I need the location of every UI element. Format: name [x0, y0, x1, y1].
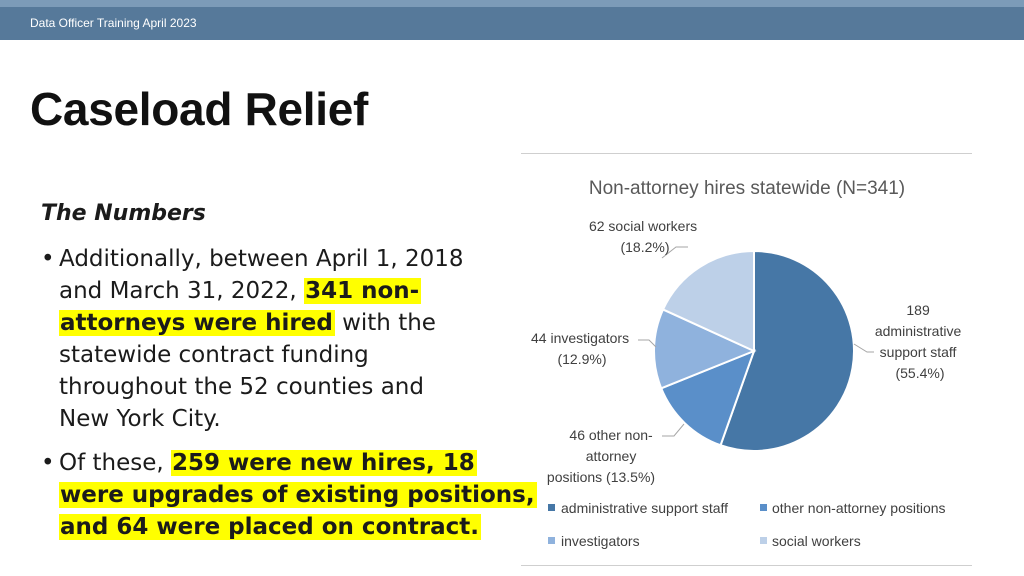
pie-slice-administrative [719, 249, 855, 452]
slide-title: Caseload Relief [30, 83, 369, 135]
bullet-2-line-1: Of these, 259 were new hires, 18 [59, 447, 477, 479]
bullet-1-text: and March 31, 2022, [59, 278, 305, 304]
data-label-line: 62 social workers [589, 218, 697, 234]
section-heading: The Numbers [41, 201, 206, 226]
pie-chart-panel: Non-attorney hires statewide (N=341) 189… [521, 153, 972, 566]
data-label-line: administrative [875, 323, 962, 339]
legend-swatch-social-workers [760, 537, 767, 544]
header-text: Data Officer Training April 2023 [30, 16, 197, 30]
highlight-upgrades: were upgrades of existing positions, [59, 482, 537, 508]
bullet-2-line-3: and 64 were placed on contract. [59, 511, 481, 543]
leader-line-administrative [853, 343, 874, 353]
pie-slice-other-non-attorney [659, 349, 756, 447]
data-label-line: 44 investigators [531, 330, 629, 346]
pie-slices [653, 249, 855, 452]
leader-line-investigators [638, 339, 657, 348]
leader-lines [638, 246, 874, 437]
chart-legend: administrative support staff other non-a… [548, 500, 946, 549]
legend-label-other-non-attorney: other non-attorney positions [772, 500, 946, 516]
leader-line-other-non-attorney [662, 423, 685, 437]
legend-swatch-other-non-attorney [760, 504, 767, 511]
legend-swatch-investigators [548, 537, 555, 544]
header-bar: Data Officer Training April 2023 [0, 7, 1024, 40]
bullet-2: • Of these, 259 were new hires, 18 were … [41, 447, 537, 547]
bullet-1-line-6: New York City. [59, 406, 221, 432]
data-label-administrative: 189 administrative support staff (55.4%) [875, 302, 965, 381]
data-label-investigators: 44 investigators (12.9%) [531, 330, 633, 367]
legend-label-social-workers: social workers [772, 533, 861, 549]
data-labels: 189 administrative support staff (55.4%)… [531, 218, 965, 485]
bullet-2-marker: • [41, 450, 55, 476]
bullet-1: • Additionally, between April 1, 2018 an… [41, 243, 511, 439]
bullet-1-marker: • [41, 246, 55, 272]
pie-chart: Non-attorney hires statewide (N=341) 189… [531, 178, 965, 549]
leader-line-social-workers [661, 246, 688, 259]
data-label-line: (18.2%) [620, 239, 669, 255]
highlight-new-hires: 259 were new hires, 18 [171, 450, 477, 476]
highlight-hired: attorneys were hired [59, 310, 335, 336]
legend-label-investigators: investigators [561, 533, 640, 549]
data-label-line: support staff [880, 344, 957, 360]
highlight-contract: and 64 were placed on contract. [59, 514, 481, 540]
data-label-line: 46 other non- [569, 427, 653, 443]
bullet-1-line-5: throughout the 52 counties and [59, 374, 424, 400]
bullet-1-line-2: and March 31, 2022, 341 non- [59, 275, 422, 307]
data-label-line: (55.4%) [895, 365, 944, 381]
bullet-1-text: with the [334, 310, 436, 336]
bullet-1-line-3: attorneys were hired with the [59, 307, 436, 339]
bullet-1-line-4: statewide contract funding [59, 342, 369, 368]
header-accent-line [0, 0, 1024, 7]
bullet-2-text: Of these, [59, 450, 172, 476]
data-label-line: attorney [586, 448, 637, 464]
legend-swatch-administrative [548, 504, 555, 511]
bullet-1-line-1: Additionally, between April 1, 2018 [59, 246, 464, 272]
data-label-line: 189 [906, 302, 930, 318]
pie-slice-social-workers [661, 249, 755, 353]
highlight-341: 341 non- [304, 278, 422, 304]
chart-title: Non-attorney hires statewide (N=341) [589, 178, 905, 199]
data-label-social-workers: 62 social workers (18.2%) [589, 218, 701, 255]
pie-slice-investigators [653, 308, 757, 390]
data-label-line: positions (13.5%) [547, 469, 655, 485]
bullet-2-line-2: were upgrades of existing positions, [59, 479, 537, 511]
legend-label-administrative: administrative support staff [561, 500, 728, 516]
data-label-line: (12.9%) [557, 351, 606, 367]
data-label-other-non-attorney: 46 other non- attorney positions (13.5%) [547, 427, 657, 485]
